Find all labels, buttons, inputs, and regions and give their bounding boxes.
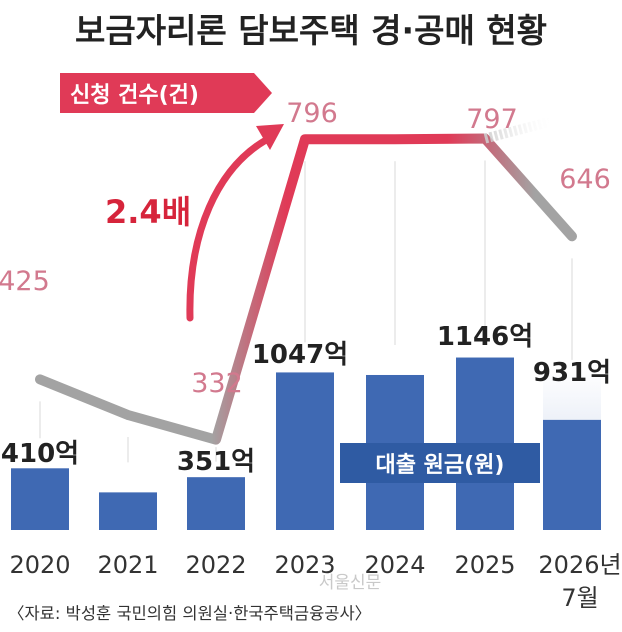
bar-value-label: 1146억	[437, 322, 533, 352]
line-value-labels: 425 332 796 797 646	[0, 98, 611, 399]
line-value-label: 796	[286, 98, 338, 129]
bar-value-label: 1047억	[252, 340, 348, 370]
line-legend: 신청 건수(건)	[60, 73, 272, 113]
grid-lines	[39, 160, 573, 463]
growth-arrow-head	[256, 124, 284, 150]
count-line-projection	[483, 115, 557, 144]
line-series	[35, 115, 577, 445]
bar	[276, 372, 334, 530]
x-tick-label: 2025	[454, 551, 515, 579]
bar	[543, 419, 601, 530]
bar-legend: 대출 원금(원)	[340, 443, 540, 483]
bar	[11, 468, 69, 530]
x-tick-label: 2024	[364, 551, 425, 579]
bar-value-label: 351억	[177, 447, 255, 477]
x-tick-label: 2026년 7월	[538, 551, 621, 612]
source-note: 〈자료: 박성훈 국민의힘 의원실·한국주택금융공사〉	[8, 604, 371, 623]
x-tick-label: 2021	[97, 551, 158, 579]
line-legend-box	[60, 73, 272, 113]
growth-multiplier: 2.4배	[105, 193, 191, 231]
bar-value-label: 931억	[533, 358, 611, 388]
x-tick-label: 2022	[185, 551, 246, 579]
x-tick-label: 2020	[9, 551, 70, 579]
growth-arrow	[186, 136, 270, 322]
line-value-label: 646	[559, 164, 611, 195]
growth-annotation: 2.4배	[105, 124, 284, 322]
line-value-label: 425	[0, 266, 50, 297]
bar-legend-box	[340, 443, 540, 483]
x-tick-label: 2023	[274, 551, 335, 579]
chart-title: 보금자리론 담보주택 경·공매 현황	[75, 11, 547, 50]
bar-value-label: 410억	[1, 439, 79, 469]
bar	[99, 492, 157, 530]
bar-legend-label: 대출 원금(원)	[376, 453, 505, 478]
line-value-label: 797	[466, 104, 518, 135]
watermark: 서울신문	[319, 573, 382, 593]
line-value-label: 332	[191, 368, 243, 399]
line-legend-label: 신청 건수(건)	[70, 83, 199, 108]
bar	[187, 477, 245, 530]
x-axis-tick-labels: 2020 2021 2022 2023 2024 2025 2026년 7월	[9, 551, 621, 612]
